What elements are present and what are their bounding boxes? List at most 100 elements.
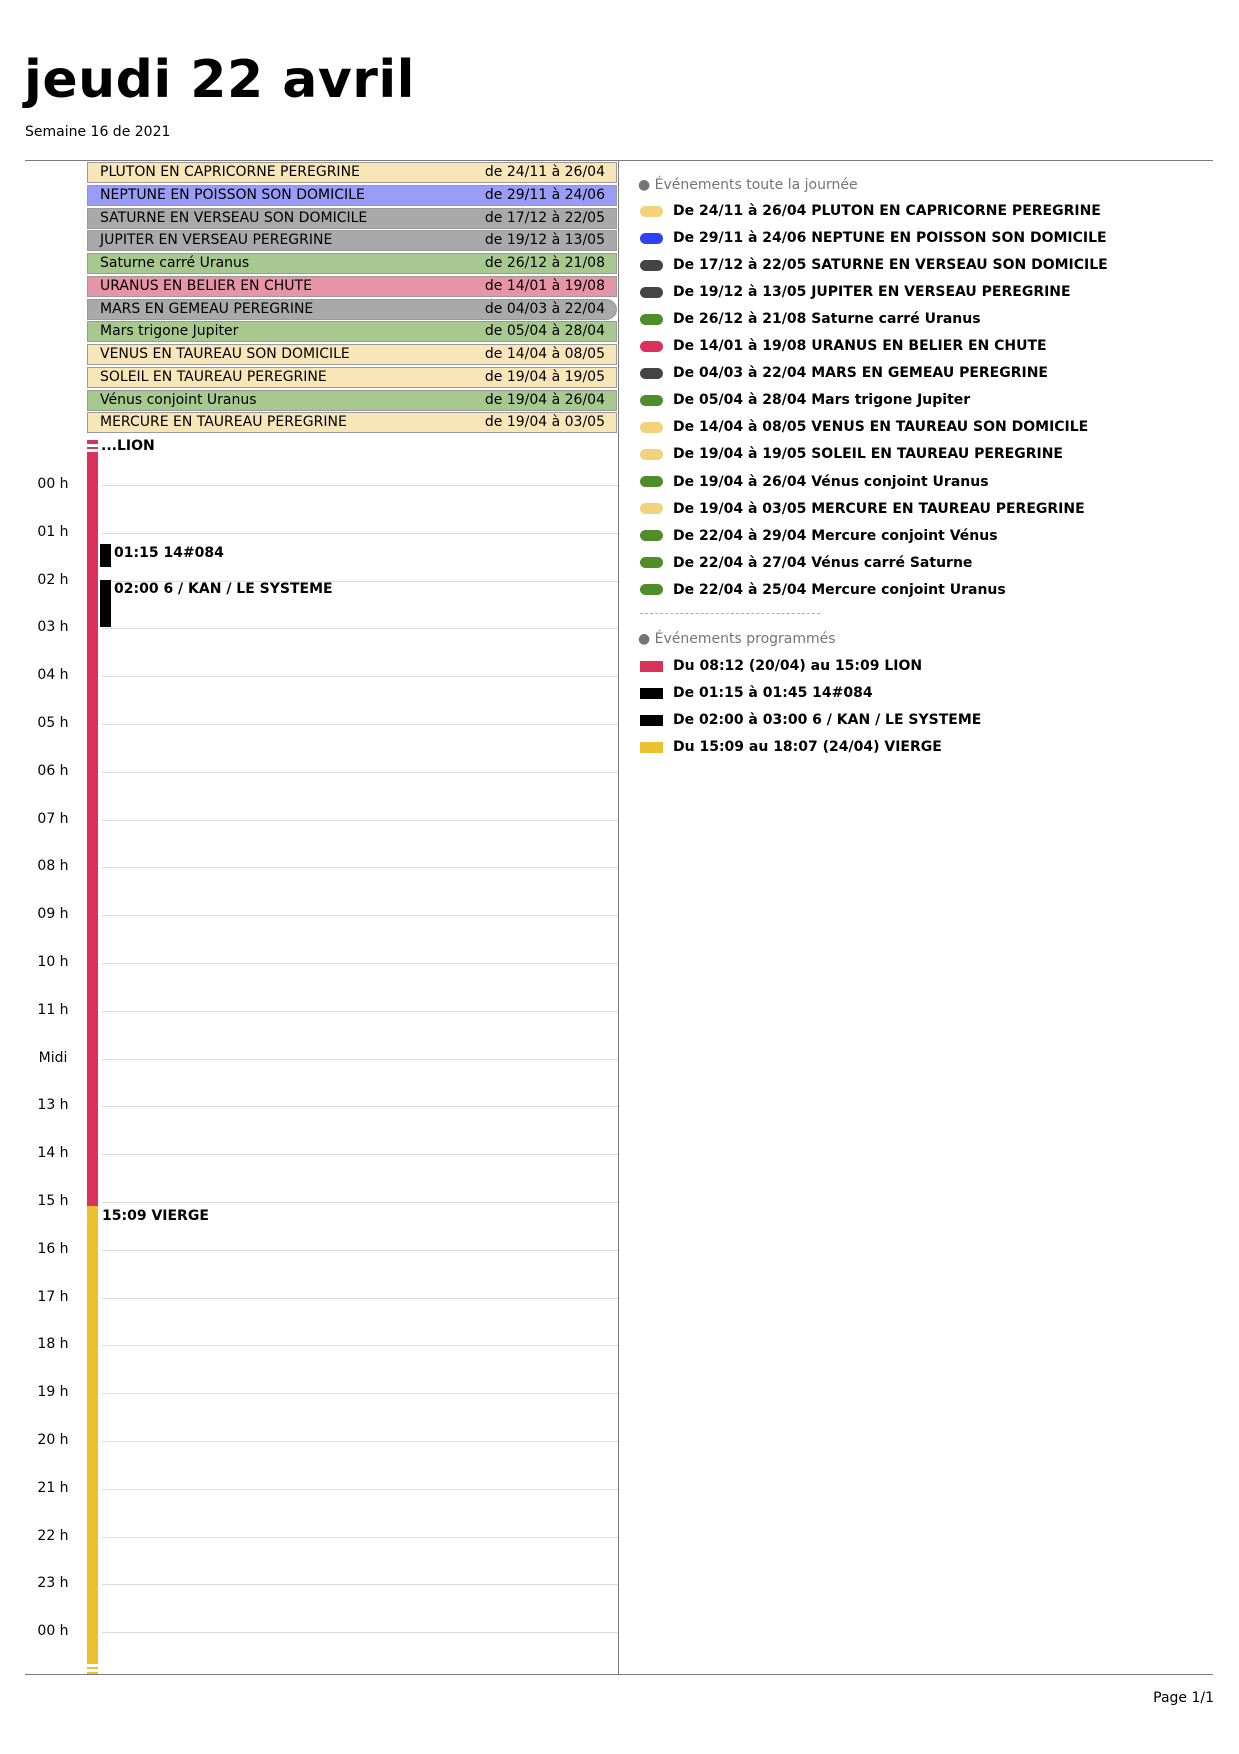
all-day-event-range: de 19/12 à 13/05 [484,232,605,249]
all-day-event-range: de 17/12 à 22/05 [484,209,605,226]
hour-gridline [102,1154,618,1156]
hour-label: 06 h [37,762,69,779]
legend-item[interactable]: De 22/04 à 27/04 Vénus carré Saturne [640,553,972,573]
all-day-section-header: ● Événements toute la journée [638,177,858,193]
all-day-event-bar[interactable]: URANUS EN BELIER EN CHUTE de 14/01 à 19/0… [87,275,617,297]
legend-item[interactable]: De 14/04 à 08/05 VENUS EN TAUREAU SON DO… [640,417,1088,437]
legend-color-swatch [640,714,663,726]
hour-label: 04 h [37,667,69,684]
hour-label: 17 h [37,1288,69,1305]
hour-label: 07 h [37,810,69,827]
all-day-event-bar[interactable]: PLUTON EN CAPRICORNE PEREGRINE de 24/11 à… [87,162,617,183]
all-day-event-bar[interactable]: MERCURE EN TAUREAU PEREGRINE de 19/04 à 0… [87,412,617,434]
hour-gridline [102,1106,618,1108]
hour-gridline [102,532,618,534]
all-day-event-range: de 19/04 à 19/05 [484,368,605,385]
legend-text: De 14/01 à 19/08 URANUS EN BELIER EN CHU… [673,338,1047,355]
page-number: Page 1/1 [1153,1690,1214,1706]
legend-item[interactable]: De 19/04 à 26/04 Vénus conjoint Uranus [640,472,989,492]
legend-item[interactable]: De 14/01 à 19/08 URANUS EN BELIER EN CHU… [640,336,1047,356]
all-day-event-range: de 26/12 à 21/08 [484,255,605,271]
hour-label: 09 h [37,906,69,923]
legend-item[interactable]: De 02:00 à 03:00 6 / KAN / LE SYSTEME [640,710,981,730]
hour-label: 03 h [37,619,69,636]
all-day-event-range: de 19/04 à 26/04 [484,391,605,408]
legend-color-swatch [640,286,663,298]
hour-gridline [102,1584,618,1586]
legend-item[interactable]: De 19/04 à 03/05 MERCURE EN TAUREAU PERE… [640,499,1085,519]
all-day-event-range: de 14/01 à 19/08 [484,277,605,294]
all-day-event-bar[interactable]: JUPITER EN VERSEAU PEREGRINE de 19/12 à 1… [87,230,617,252]
continuation-marker-top [87,449,98,452]
all-day-event-bar[interactable]: Saturne carré Uranus de 26/12 à 21/08 [87,253,617,274]
all-day-event-range: de 29/11 à 24/06 [484,186,605,203]
hour-gridline [102,1393,618,1395]
event-14084-label[interactable]: 01:15 14#084 [114,545,224,561]
legend-item[interactable]: De 19/04 à 19/05 SOLEIL EN TAUREAU PEREG… [640,444,1063,464]
vierge-event-label[interactable]: 15:09 VIERGE [102,1208,209,1224]
all-day-event-bar[interactable]: Mars trigone Jupiter de 05/04 à 28/04 [87,321,617,343]
all-day-event-name: Saturne carré Uranus [100,255,250,271]
hour-gridline [102,1297,618,1299]
hour-label: 08 h [37,858,69,875]
event-kan-block[interactable] [100,580,111,627]
hour-label: 05 h [37,715,69,731]
hour-label: 16 h [37,1240,69,1257]
event-14084-block[interactable] [100,544,111,567]
all-day-event-bar[interactable]: SOLEIL EN TAUREAU PEREGRINE de 19/04 à 19… [87,366,617,388]
legend-color-swatch [640,530,663,542]
legend-item[interactable]: Du 08:12 (20/04) au 15:09 LION [640,656,922,676]
legend-item[interactable]: De 22/04 à 29/04 Mercure conjoint Vénus [640,526,998,546]
top-rule [25,160,1213,161]
legend-item[interactable]: Du 15:09 au 18:07 (24/04) VIERGE [640,737,942,757]
all-day-event-bar[interactable]: VENUS EN TAUREAU SON DOMICILE de 14/04 à … [87,344,617,365]
all-day-event-bar[interactable]: Vénus conjoint Uranus de 19/04 à 26/04 [87,389,617,411]
vierge-timeline-bar[interactable] [87,1206,98,1674]
hour-label: 14 h [37,1145,69,1162]
hour-label: 11 h [37,1001,69,1018]
hour-gridline [102,580,618,582]
hour-gridline [102,867,618,869]
legend-color-swatch [640,476,663,487]
all-day-event-bar[interactable]: SATURNE EN VERSEAU SON DOMICILE de 17/12 … [87,207,617,229]
all-day-event-range: de 19/04 à 03/05 [484,414,605,431]
legend-color-swatch [640,687,663,699]
all-day-event-bar[interactable]: NEPTUNE EN POISSON SON DOMICILE de 29/11 … [87,184,617,206]
legend-item[interactable]: De 19/12 à 13/05 JUPITER EN VERSEAU PERE… [640,282,1071,302]
all-day-event-range: de 24/11 à 26/04 [484,164,605,180]
legend-item[interactable]: De 05/04 à 28/04 Mars trigone Jupiter [640,390,970,410]
continuation-marker-bottom [87,1669,98,1672]
legend-color-swatch [640,448,663,460]
event-kan-label[interactable]: 02:00 6 / KAN / LE SYSTEME [114,581,333,597]
column-divider [618,160,619,1674]
legend-color-swatch [640,503,663,515]
all-day-event-name: URANUS EN BELIER EN CHUTE [100,277,312,294]
legend-text: De 22/04 à 25/04 Mercure conjoint Uranus [673,581,1006,598]
hour-gridline [102,1202,618,1203]
hour-gridline [102,1010,618,1012]
legend-text: De 19/04 à 19/05 SOLEIL EN TAUREAU PEREG… [673,446,1063,463]
legend-item[interactable]: De 04/03 à 22/04 MARS EN GEMEAU PEREGRIN… [640,363,1048,383]
all-day-event-bar[interactable]: MARS EN GEMEAU PEREGRINE de 04/03 à 22/04 [87,298,617,320]
legend-item[interactable]: De 29/11 à 24/06 NEPTUNE EN POISSON SON … [640,228,1107,248]
lion-timeline-bar[interactable] [87,440,98,1206]
hour-gridline [102,1058,618,1060]
hour-label: 13 h [37,1097,69,1114]
legend-text: Du 08:12 (20/04) au 15:09 LION [673,658,923,674]
legend-color-swatch [640,259,663,271]
legend-item[interactable]: De 26/12 à 21/08 Saturne carré Uranus [640,309,981,329]
hour-gridline [102,1488,618,1490]
legend-item[interactable]: De 24/11 à 26/04 PLUTON EN CAPRICORNE PE… [640,201,1101,221]
legend-item[interactable]: De 22/04 à 25/04 Mercure conjoint Uranus [640,580,1006,600]
all-day-event-name: SATURNE EN VERSEAU SON DOMICILE [100,209,368,226]
legend-text: De 01:15 à 01:45 14#084 [673,685,873,701]
continuation-marker-bottom [87,1664,98,1667]
legend-text: De 19/04 à 26/04 Vénus conjoint Uranus [673,473,989,490]
hour-gridline [102,628,618,630]
legend-item[interactable]: De 01:15 à 01:45 14#084 [640,683,873,703]
lion-event-label[interactable]: ...LION [101,438,155,454]
legend-item[interactable]: De 17/12 à 22/05 SATURNE EN VERSEAU SON … [640,255,1108,275]
continuation-marker-top [87,444,98,447]
legend-color-swatch [640,367,663,379]
